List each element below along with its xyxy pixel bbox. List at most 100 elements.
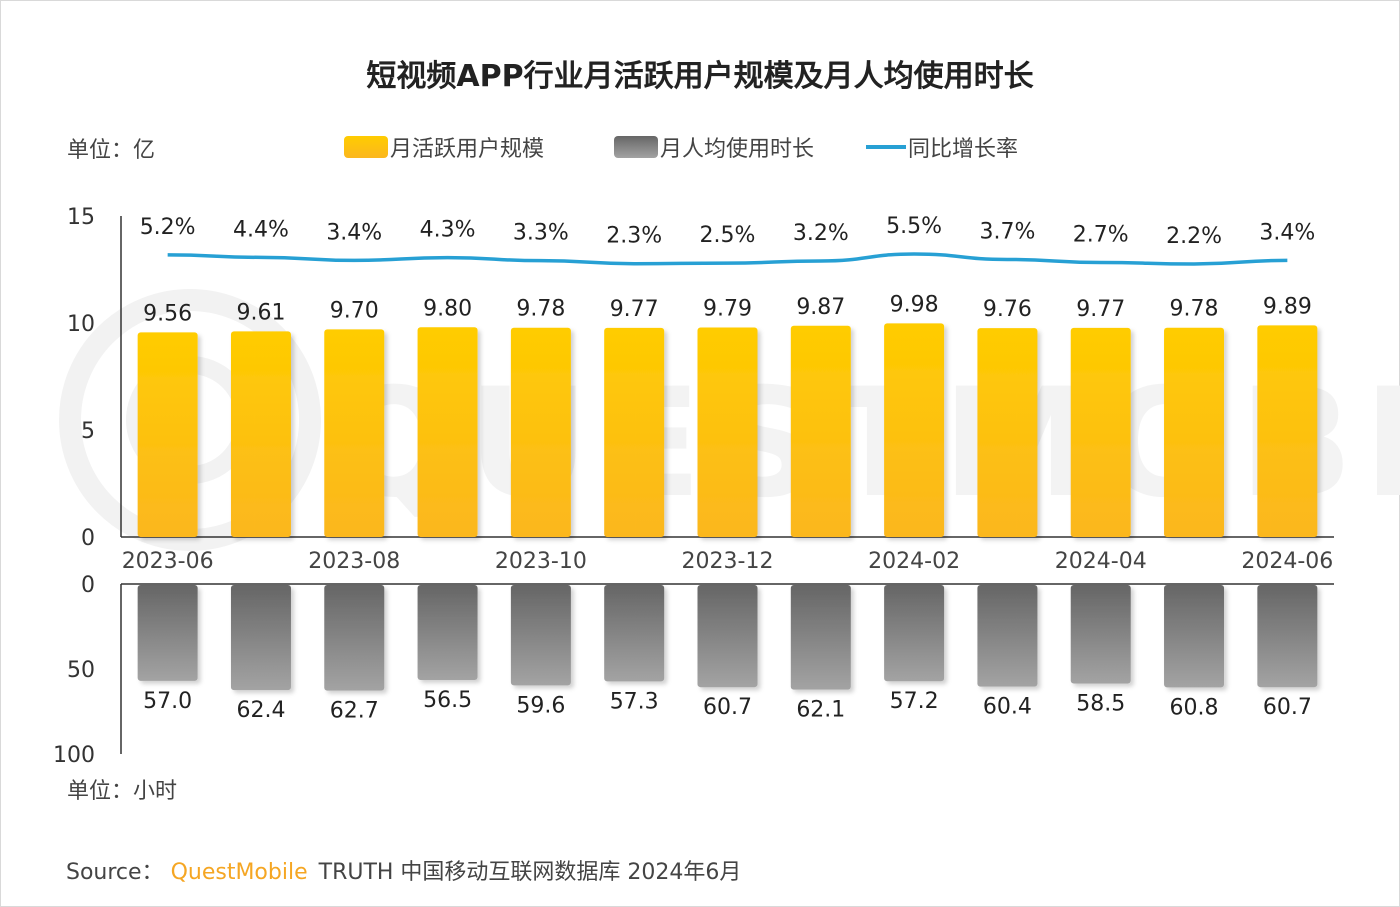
growth-label-3: 4.3%	[420, 218, 476, 243]
mau-label-0: 9.56	[143, 301, 192, 326]
duration-label-11: 60.8	[1170, 695, 1219, 720]
mau-bar-4	[510, 327, 571, 537]
top-y-tick-2: 10	[67, 312, 95, 337]
duration-bar-1	[230, 585, 291, 691]
duration-label-0: 57.0	[143, 689, 192, 714]
growth-label-11: 2.2%	[1166, 224, 1222, 249]
x-tick-12: 2024-06	[1241, 549, 1333, 574]
duration-label-4: 59.6	[516, 693, 565, 718]
mau-bars	[137, 323, 1318, 537]
mau-label-6: 9.79	[703, 296, 752, 321]
mau-bar-3	[417, 327, 478, 537]
mau-labels: 9.56 9.61 9.70 9.80 9.78 9.77 9.79 9.87 9.98 9.76…	[143, 292, 1312, 326]
top-y-ticks: 0 5 10 15	[67, 205, 95, 551]
mau-label-5: 9.77	[610, 297, 659, 322]
duration-bar-6	[697, 585, 758, 688]
watermark-text: QUESTMOBILE	[330, 357, 1400, 531]
x-tick-10: 2024-04	[1055, 549, 1147, 574]
mau-bar-7	[790, 325, 851, 537]
mau-label-10: 9.77	[1076, 297, 1125, 322]
source-prefix: Source：	[66, 860, 164, 885]
x-tick-2: 2023-08	[308, 549, 400, 574]
legend-swatch-duration	[614, 136, 658, 158]
growth-line	[167, 252, 1288, 266]
x-tick-6: 2023-12	[682, 549, 774, 574]
duration-bar-10	[1070, 585, 1131, 684]
legend-swatch-mau	[344, 136, 388, 158]
legend-label-mau: 月活跃用户规模	[390, 137, 544, 162]
mau-bar-9	[977, 328, 1038, 537]
mau-label-12: 9.89	[1263, 294, 1312, 319]
duration-bar-2	[324, 585, 385, 691]
growth-labels: 5.2% 4.4% 3.4% 4.3% 3.3% 2.3% 2.5% 3.2% 5.5% 3.7%…	[140, 214, 1316, 249]
mau-label-11: 9.78	[1170, 297, 1219, 322]
duration-bar-9	[977, 585, 1038, 687]
mau-bar-6	[697, 327, 758, 537]
duration-label-5: 57.3	[610, 689, 659, 714]
growth-label-0: 5.2%	[140, 215, 196, 240]
unit-bottom-label: 单位：小时	[67, 779, 177, 804]
bottom-y-tick-0: 0	[81, 573, 95, 598]
duration-label-12: 60.7	[1263, 695, 1312, 720]
duration-label-9: 60.4	[983, 695, 1032, 720]
growth-label-4: 3.3%	[513, 221, 569, 246]
growth-line-group	[167, 252, 1288, 266]
duration-label-7: 62.1	[796, 698, 845, 723]
mau-bar-1	[230, 331, 291, 537]
duration-bars	[137, 585, 1318, 691]
growth-label-9: 3.7%	[979, 219, 1035, 244]
duration-bar-0	[137, 585, 198, 681]
duration-bar-11	[1164, 585, 1225, 688]
mau-bar-5	[604, 327, 665, 537]
legend-label-growth: 同比增长率	[908, 137, 1018, 162]
mau-bar-8	[884, 323, 945, 537]
duration-labels: 57.0 62.4 62.7 56.5 59.6 57.3 60.7 62.1 57.2 60.4…	[143, 688, 1312, 724]
mau-bar-0	[137, 332, 198, 537]
x-tick-8: 2024-02	[868, 549, 960, 574]
duration-label-1: 62.4	[236, 698, 285, 723]
mau-bar-12	[1257, 325, 1318, 537]
growth-label-6: 2.5%	[700, 223, 756, 248]
mau-label-8: 9.98	[890, 292, 939, 317]
duration-bar-8	[884, 585, 945, 682]
x-tick-0: 2023-06	[122, 549, 214, 574]
mau-label-1: 9.61	[236, 300, 285, 325]
unit-top-label: 单位：亿	[67, 138, 155, 163]
x-tick-labels: 2023-06 2023-08 2023-10 2023-12 2024-02 2024-…	[122, 549, 1334, 574]
duration-label-2: 62.7	[330, 699, 379, 724]
duration-label-6: 60.7	[703, 695, 752, 720]
x-tick-4: 2023-10	[495, 549, 587, 574]
mau-label-2: 9.70	[330, 298, 379, 323]
mau-bar-10	[1070, 327, 1131, 537]
mau-bar-2	[324, 329, 385, 537]
growth-label-10: 2.7%	[1073, 222, 1129, 247]
growth-label-7: 3.2%	[793, 221, 849, 246]
bottom-y-tick-1: 50	[67, 658, 95, 683]
mau-label-3: 9.80	[423, 296, 472, 321]
source-brand: QuestMobile	[171, 860, 308, 885]
duration-label-8: 57.2	[890, 689, 939, 714]
legend: 月活跃用户规模 月人均使用时长 同比增长率	[344, 136, 1018, 162]
duration-label-3: 56.5	[423, 688, 472, 713]
duration-bar-5	[604, 585, 665, 682]
top-y-tick-3: 15	[67, 205, 95, 230]
legend-label-duration: 月人均使用时长	[660, 137, 814, 162]
growth-label-12: 3.4%	[1259, 220, 1315, 245]
mau-label-7: 9.87	[796, 295, 845, 320]
mau-label-9: 9.76	[983, 297, 1032, 322]
duration-bar-3	[417, 585, 478, 681]
bottom-y-ticks: 0 50 100	[53, 573, 95, 768]
growth-label-8: 5.5%	[886, 214, 942, 239]
source-line: Source： QuestMobile TRUTH 中国移动互联网数据库 202…	[66, 860, 741, 885]
duration-bar-12	[1257, 585, 1318, 688]
duration-bar-4	[510, 585, 571, 686]
growth-label-1: 4.4%	[233, 217, 289, 242]
top-y-tick-0: 0	[81, 526, 95, 551]
mau-bar-11	[1164, 327, 1225, 537]
growth-label-5: 2.3%	[606, 224, 662, 249]
duration-bar-7	[790, 585, 851, 690]
mau-label-4: 9.78	[516, 297, 565, 322]
source-text: TRUTH 中国移动互联网数据库 2024年6月	[318, 860, 742, 885]
growth-label-2: 3.4%	[326, 220, 382, 245]
